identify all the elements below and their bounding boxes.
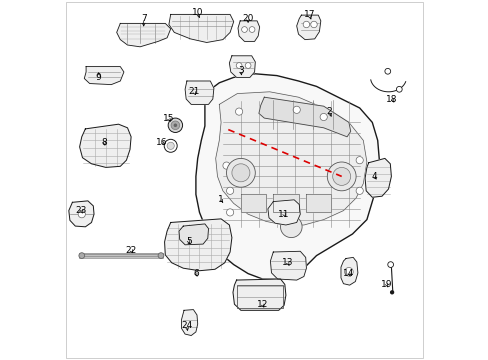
Text: 7: 7 <box>141 14 146 23</box>
Polygon shape <box>258 97 350 137</box>
Circle shape <box>235 108 242 115</box>
Circle shape <box>384 68 390 74</box>
Circle shape <box>389 290 393 294</box>
Circle shape <box>310 21 317 28</box>
Circle shape <box>231 164 249 182</box>
Text: 19: 19 <box>380 280 392 289</box>
Circle shape <box>292 106 300 113</box>
Circle shape <box>249 27 254 32</box>
Bar <box>236 285 283 308</box>
Polygon shape <box>181 310 197 336</box>
Text: 17: 17 <box>303 10 314 19</box>
Text: 16: 16 <box>156 138 167 147</box>
Circle shape <box>320 113 326 121</box>
Text: 12: 12 <box>256 300 267 309</box>
Text: 1: 1 <box>218 195 224 204</box>
Circle shape <box>332 167 350 185</box>
Text: 15: 15 <box>163 114 174 123</box>
Text: 21: 21 <box>188 87 200 96</box>
Circle shape <box>303 21 309 28</box>
Circle shape <box>168 118 182 132</box>
Polygon shape <box>179 224 208 245</box>
Text: 6: 6 <box>193 269 198 278</box>
Polygon shape <box>270 251 306 280</box>
Text: 2: 2 <box>325 107 331 116</box>
Circle shape <box>326 162 355 191</box>
Polygon shape <box>84 67 123 85</box>
Polygon shape <box>296 15 320 40</box>
Polygon shape <box>196 74 379 279</box>
Polygon shape <box>273 194 298 212</box>
Text: 24: 24 <box>181 321 192 330</box>
Circle shape <box>223 162 230 169</box>
Polygon shape <box>238 21 259 41</box>
Circle shape <box>244 63 250 68</box>
Circle shape <box>344 267 352 276</box>
Polygon shape <box>229 56 255 77</box>
Circle shape <box>387 262 393 267</box>
Polygon shape <box>168 14 233 42</box>
Text: 9: 9 <box>96 73 102 82</box>
Text: 3: 3 <box>238 66 244 75</box>
Circle shape <box>164 139 177 152</box>
Text: 8: 8 <box>101 138 107 147</box>
Circle shape <box>171 121 179 130</box>
Text: 11: 11 <box>278 210 289 219</box>
Text: 4: 4 <box>370 172 376 181</box>
Text: 22: 22 <box>125 246 137 255</box>
Text: 14: 14 <box>343 269 354 278</box>
Circle shape <box>355 187 363 194</box>
Polygon shape <box>117 23 170 47</box>
Circle shape <box>241 27 247 32</box>
Polygon shape <box>365 158 390 197</box>
Polygon shape <box>69 201 94 227</box>
Circle shape <box>79 253 84 258</box>
Text: 5: 5 <box>185 237 191 246</box>
Polygon shape <box>232 279 285 310</box>
Polygon shape <box>80 124 131 167</box>
Circle shape <box>226 158 255 187</box>
Text: 13: 13 <box>282 258 293 267</box>
Circle shape <box>173 123 177 127</box>
Text: 20: 20 <box>242 14 253 23</box>
Polygon shape <box>164 219 231 271</box>
Circle shape <box>226 187 233 194</box>
Polygon shape <box>340 257 357 285</box>
Circle shape <box>396 86 401 92</box>
Text: 18: 18 <box>386 95 397 104</box>
Text: 23: 23 <box>76 206 87 215</box>
Text: 10: 10 <box>192 8 203 17</box>
Polygon shape <box>305 194 330 212</box>
Circle shape <box>226 209 233 216</box>
Polygon shape <box>241 194 265 212</box>
Polygon shape <box>215 92 366 225</box>
Polygon shape <box>185 81 213 104</box>
Circle shape <box>78 211 85 218</box>
Circle shape <box>280 216 302 238</box>
Circle shape <box>355 157 363 164</box>
Polygon shape <box>267 200 300 225</box>
Circle shape <box>167 142 174 149</box>
Circle shape <box>236 63 242 68</box>
Circle shape <box>158 253 163 258</box>
